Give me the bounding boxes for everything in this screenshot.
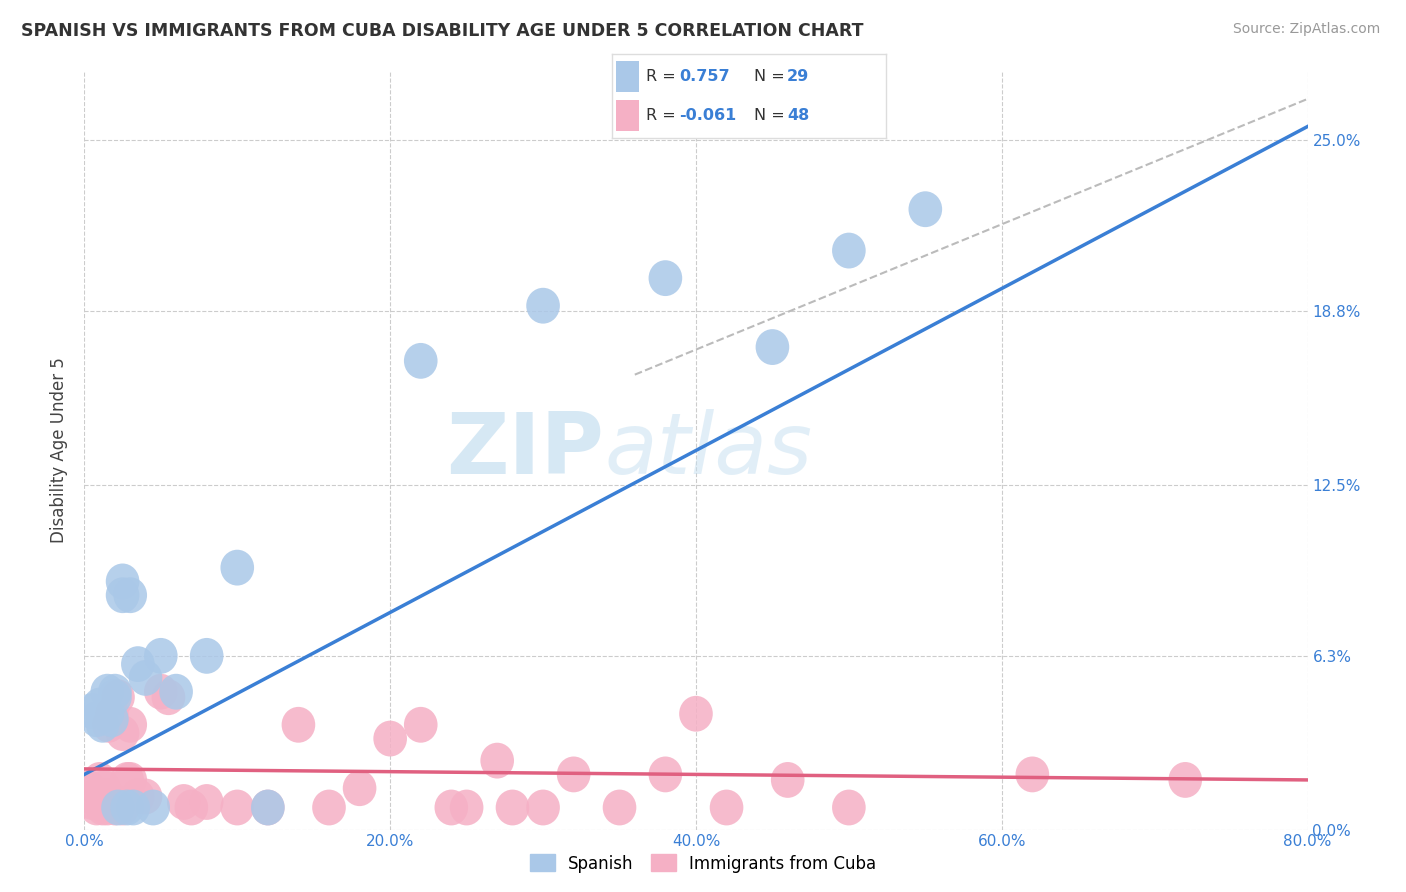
Text: R =: R = bbox=[645, 108, 681, 123]
Ellipse shape bbox=[343, 771, 377, 806]
Ellipse shape bbox=[105, 577, 139, 613]
Text: atlas: atlas bbox=[605, 409, 813, 492]
Text: ZIP: ZIP bbox=[447, 409, 605, 492]
Ellipse shape bbox=[679, 696, 713, 731]
Ellipse shape bbox=[312, 789, 346, 825]
Ellipse shape bbox=[83, 762, 117, 797]
Ellipse shape bbox=[96, 696, 129, 731]
Ellipse shape bbox=[86, 706, 120, 743]
Ellipse shape bbox=[481, 743, 515, 779]
Text: N =: N = bbox=[754, 108, 790, 123]
Ellipse shape bbox=[281, 706, 315, 743]
Ellipse shape bbox=[190, 638, 224, 673]
Ellipse shape bbox=[648, 756, 682, 792]
Ellipse shape bbox=[174, 789, 208, 825]
Ellipse shape bbox=[832, 789, 866, 825]
Ellipse shape bbox=[98, 789, 132, 825]
Y-axis label: Disability Age Under 5: Disability Age Under 5 bbox=[51, 358, 69, 543]
Ellipse shape bbox=[90, 673, 124, 710]
Ellipse shape bbox=[121, 779, 155, 814]
Ellipse shape bbox=[98, 680, 132, 715]
Ellipse shape bbox=[105, 564, 139, 599]
Text: SPANISH VS IMMIGRANTS FROM CUBA DISABILITY AGE UNDER 5 CORRELATION CHART: SPANISH VS IMMIGRANTS FROM CUBA DISABILI… bbox=[21, 22, 863, 40]
Ellipse shape bbox=[110, 762, 143, 797]
Ellipse shape bbox=[114, 577, 148, 613]
Ellipse shape bbox=[1015, 756, 1049, 792]
Ellipse shape bbox=[98, 673, 132, 710]
Ellipse shape bbox=[221, 789, 254, 825]
Ellipse shape bbox=[110, 789, 143, 825]
Ellipse shape bbox=[252, 789, 284, 825]
Ellipse shape bbox=[114, 762, 148, 797]
Ellipse shape bbox=[75, 693, 108, 729]
Ellipse shape bbox=[167, 784, 201, 820]
Ellipse shape bbox=[75, 784, 108, 820]
Ellipse shape bbox=[83, 688, 117, 723]
Ellipse shape bbox=[79, 779, 112, 814]
Text: R =: R = bbox=[645, 69, 681, 84]
Ellipse shape bbox=[80, 789, 114, 825]
Text: N =: N = bbox=[754, 69, 790, 84]
Ellipse shape bbox=[557, 756, 591, 792]
Ellipse shape bbox=[603, 789, 637, 825]
Ellipse shape bbox=[648, 260, 682, 296]
Ellipse shape bbox=[434, 789, 468, 825]
Ellipse shape bbox=[86, 789, 120, 825]
Ellipse shape bbox=[152, 680, 186, 715]
Ellipse shape bbox=[374, 721, 406, 756]
Ellipse shape bbox=[710, 789, 744, 825]
Ellipse shape bbox=[117, 789, 150, 825]
Ellipse shape bbox=[1168, 762, 1202, 797]
Ellipse shape bbox=[90, 789, 124, 825]
Ellipse shape bbox=[98, 784, 132, 820]
Ellipse shape bbox=[404, 343, 437, 379]
Ellipse shape bbox=[90, 779, 124, 814]
Ellipse shape bbox=[90, 696, 124, 731]
Ellipse shape bbox=[496, 789, 529, 825]
Ellipse shape bbox=[101, 680, 135, 715]
FancyBboxPatch shape bbox=[616, 62, 640, 92]
Ellipse shape bbox=[252, 789, 284, 825]
Ellipse shape bbox=[190, 784, 224, 820]
Ellipse shape bbox=[91, 706, 125, 743]
Text: 48: 48 bbox=[787, 108, 810, 123]
Ellipse shape bbox=[221, 549, 254, 585]
Ellipse shape bbox=[121, 646, 155, 682]
Ellipse shape bbox=[908, 191, 942, 227]
Ellipse shape bbox=[143, 638, 177, 673]
Ellipse shape bbox=[136, 789, 170, 825]
Ellipse shape bbox=[404, 706, 437, 743]
Ellipse shape bbox=[87, 771, 121, 806]
Ellipse shape bbox=[129, 779, 162, 814]
Ellipse shape bbox=[101, 789, 135, 825]
Ellipse shape bbox=[159, 673, 193, 710]
Ellipse shape bbox=[526, 288, 560, 324]
Ellipse shape bbox=[129, 660, 162, 696]
Ellipse shape bbox=[770, 762, 804, 797]
Ellipse shape bbox=[72, 771, 105, 806]
Ellipse shape bbox=[105, 789, 139, 825]
Text: 29: 29 bbox=[787, 69, 810, 84]
Ellipse shape bbox=[105, 715, 139, 751]
Ellipse shape bbox=[83, 784, 117, 820]
Text: -0.061: -0.061 bbox=[679, 108, 735, 123]
Ellipse shape bbox=[114, 706, 148, 743]
Text: 0.757: 0.757 bbox=[679, 69, 730, 84]
Text: Source: ZipAtlas.com: Source: ZipAtlas.com bbox=[1233, 22, 1381, 37]
Ellipse shape bbox=[755, 329, 789, 365]
Ellipse shape bbox=[143, 673, 177, 710]
Legend: Spanish, Immigrants from Cuba: Spanish, Immigrants from Cuba bbox=[523, 847, 883, 880]
FancyBboxPatch shape bbox=[616, 100, 640, 130]
Ellipse shape bbox=[450, 789, 484, 825]
Ellipse shape bbox=[96, 701, 129, 737]
Ellipse shape bbox=[526, 789, 560, 825]
Ellipse shape bbox=[80, 701, 114, 737]
Ellipse shape bbox=[832, 233, 866, 268]
